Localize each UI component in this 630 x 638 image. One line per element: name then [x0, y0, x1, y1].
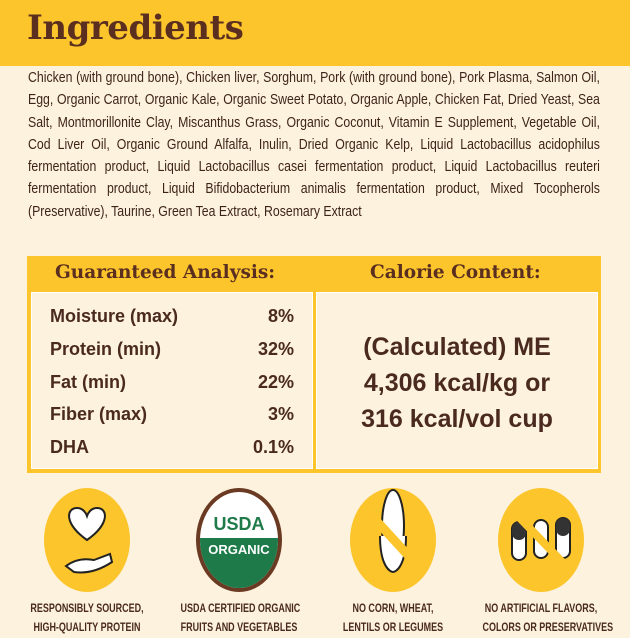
nutrition-panel: Guaranteed Analysis: Calorie Content: Mo… — [27, 256, 601, 473]
nutrient-value: 3% — [267, 404, 294, 424]
analysis-row: Protein (min) 32% — [50, 339, 294, 360]
heart-hand-icon — [44, 488, 130, 592]
nutrient-value: 8% — [267, 306, 294, 326]
calorie-line: 4,306 kcal/kg or — [363, 369, 551, 397]
nutrient-value: 32% — [257, 339, 294, 359]
badge-caption: LENTILS OR LEGUMES — [342, 622, 444, 634]
header-bar: Ingredients — [0, 0, 630, 66]
usda-organic-seal-icon: USDA ORGANIC — [196, 488, 282, 592]
analysis-heading: Guaranteed Analysis: — [55, 262, 276, 283]
analysis-row: Fiber (max) 3% — [50, 404, 294, 425]
analysis-box: Moisture (max) 8% Protein (min) 32% Fat (m… — [31, 292, 313, 469]
badge-caption: RESPONSIBLY SOURCED, — [30, 603, 144, 615]
analysis-row: Fat (min) 22% — [50, 372, 294, 393]
no-corn-icon — [350, 488, 436, 592]
badge-protein: RESPONSIBLY SOURCED, HIGH-QUALITY PROTEIN — [12, 488, 162, 638]
analysis-row: DHA 0.1% — [50, 437, 294, 458]
nutrient-value: 22% — [257, 372, 294, 392]
seal-organic-text: ORGANIC — [208, 542, 270, 557]
nutrient-label: Fiber (max) — [50, 404, 148, 424]
no-capsules-icon — [498, 488, 584, 592]
calorie-box: (Calculated) ME 4,306 kcal/kg or 316 kca… — [316, 292, 598, 469]
nutrient-label: Fat (min) — [50, 372, 126, 392]
badge-caption: NO ARTIFICIAL FLAVORS, — [484, 603, 598, 615]
calorie-heading: Calorie Content: — [370, 262, 541, 283]
nutrient-value: 0.1% — [252, 437, 294, 457]
badge-caption: HIGH-QUALITY PROTEIN — [33, 622, 141, 634]
badge-no-artificial: NO ARTIFICIAL FLAVORS, COLORS OR PRESERVA… — [466, 488, 616, 638]
badge-caption: NO CORN, WHEAT, — [352, 603, 434, 615]
badge-no-corn: NO CORN, WHEAT, LENTILS OR LEGUMES — [318, 488, 468, 638]
analysis-row: Moisture (max) 8% — [50, 306, 294, 327]
badge-caption: USDA CERTIFIED ORGANIC — [180, 603, 301, 615]
nutrient-label: Protein (min) — [50, 339, 161, 359]
badge-caption: COLORS OR PRESERVATIVES — [482, 622, 614, 634]
calorie-line: 316 kcal/vol cup — [361, 405, 553, 433]
badge-organic: USDA ORGANIC USDA CERTIFIED ORGANIC FRUIT… — [164, 488, 314, 638]
nutrient-label: Moisture (max) — [50, 306, 179, 326]
calorie-text: (Calculated) ME 4,306 kcal/kg or 316 kca… — [317, 329, 597, 437]
page-title: Ingredients — [27, 8, 244, 48]
seal-usda-text: USDA — [213, 514, 265, 534]
nutrient-label: DHA — [50, 437, 89, 457]
calorie-line: (Calculated) ME — [363, 333, 551, 361]
badge-caption: FRUITS AND VEGETABLES — [180, 622, 298, 634]
ingredients-list: Chicken (with ground bone), Chicken live… — [28, 70, 600, 220]
